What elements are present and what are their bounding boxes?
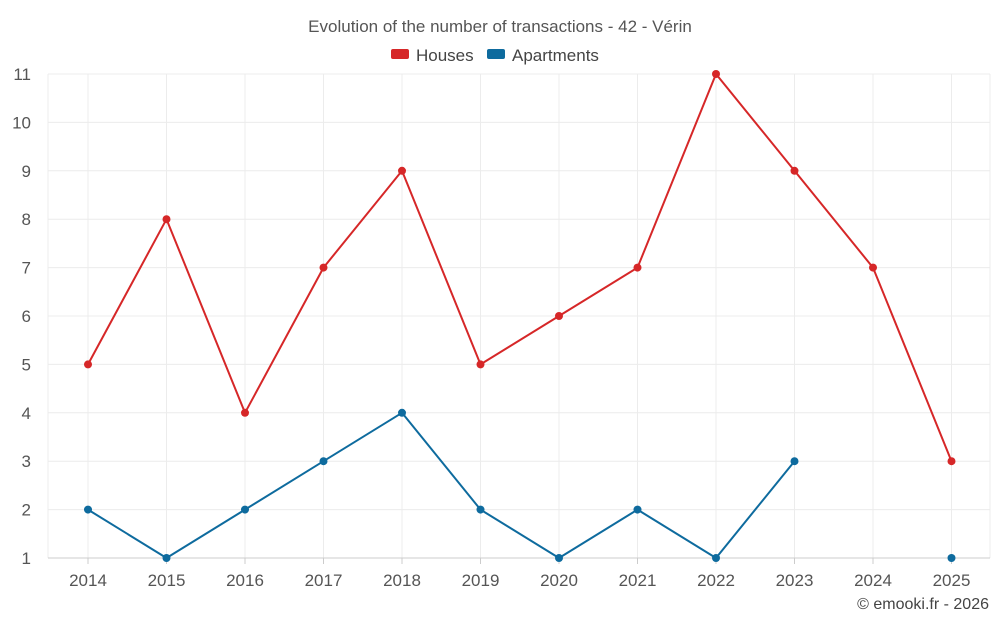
series-line-apartments bbox=[88, 413, 952, 558]
data-point-houses[interactable] bbox=[241, 408, 249, 417]
data-point-apartments[interactable] bbox=[555, 554, 563, 562]
data-point-houses[interactable] bbox=[398, 166, 406, 175]
series-layer bbox=[84, 70, 956, 562]
data-point-apartments[interactable] bbox=[162, 554, 171, 562]
x-tick-label: 2022 bbox=[697, 571, 735, 590]
data-point-houses[interactable] bbox=[84, 360, 92, 369]
x-tick-label: 2017 bbox=[305, 571, 343, 590]
data-point-houses[interactable] bbox=[869, 263, 877, 272]
y-tick-label: 3 bbox=[22, 452, 31, 471]
x-axis: 2014 2015 2016 2017 2018 2019 2020 2021 2022 2023… bbox=[48, 557, 990, 590]
credit-text: © emooki.fr - 2026 bbox=[857, 596, 989, 613]
data-point-houses[interactable] bbox=[555, 312, 563, 320]
data-point-houses[interactable] bbox=[712, 70, 720, 78]
x-tick-label: 2025 bbox=[933, 571, 971, 590]
data-point-apartments[interactable] bbox=[319, 457, 328, 466]
data-point-apartments[interactable] bbox=[712, 554, 720, 562]
data-point-houses[interactable] bbox=[947, 457, 956, 466]
x-tick-label: 2021 bbox=[619, 571, 657, 590]
x-tick-label: 2019 bbox=[462, 571, 500, 590]
y-tick-label: 1 bbox=[22, 549, 31, 568]
chart-title: Evolution of the number of transactions … bbox=[308, 17, 692, 36]
y-axis: 1 2 3 4 5 6 7 8 9 10 11 bbox=[12, 65, 31, 568]
y-tick-label: 10 bbox=[12, 113, 31, 132]
chart-legend: Houses Apartments bbox=[391, 46, 599, 65]
y-tick-label: 4 bbox=[22, 404, 31, 423]
data-point-apartments[interactable] bbox=[790, 457, 799, 466]
x-tick-label: 2018 bbox=[383, 571, 421, 590]
series-houses bbox=[84, 70, 956, 466]
legend-label-apartments[interactable]: Apartments bbox=[512, 46, 599, 65]
grid-lines bbox=[47, 73, 991, 558]
legend-label-houses[interactable]: Houses bbox=[416, 46, 474, 65]
series-apartments bbox=[84, 408, 956, 562]
data-point-houses[interactable] bbox=[162, 215, 171, 224]
legend-swatch-apartments bbox=[487, 49, 505, 59]
x-tick-label: 2015 bbox=[148, 571, 186, 590]
y-tick-label: 2 bbox=[22, 501, 31, 520]
y-tick-label: 6 bbox=[22, 307, 31, 326]
x-tick-label: 2024 bbox=[854, 571, 892, 590]
data-point-apartments[interactable] bbox=[241, 505, 249, 514]
y-tick-label: 9 bbox=[22, 162, 31, 181]
data-point-apartments[interactable] bbox=[84, 505, 92, 514]
data-point-houses[interactable] bbox=[476, 360, 485, 369]
x-tick-label: 2020 bbox=[540, 571, 578, 590]
data-point-apartments[interactable] bbox=[633, 505, 642, 514]
y-tick-label: 11 bbox=[13, 65, 31, 84]
data-point-apartments[interactable] bbox=[947, 554, 956, 562]
x-tick-label: 2016 bbox=[226, 571, 264, 590]
data-point-houses[interactable] bbox=[633, 263, 642, 272]
legend-swatch-houses bbox=[391, 49, 409, 59]
data-point-houses[interactable] bbox=[319, 263, 328, 272]
series-line-houses bbox=[87, 73, 953, 462]
data-point-houses[interactable] bbox=[790, 166, 799, 175]
x-tick-label: 2023 bbox=[776, 571, 814, 590]
data-point-apartments[interactable] bbox=[476, 505, 485, 514]
data-point-apartments[interactable] bbox=[398, 408, 406, 417]
y-tick-label: 8 bbox=[22, 210, 31, 229]
x-tick-label: 2014 bbox=[69, 571, 107, 590]
y-tick-label: 7 bbox=[22, 259, 31, 278]
y-tick-label: 5 bbox=[22, 355, 31, 374]
